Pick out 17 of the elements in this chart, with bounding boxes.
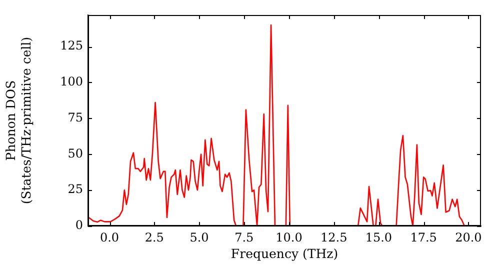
y-tick-label: 100 bbox=[60, 74, 83, 89]
y-tick-label: 75 bbox=[68, 110, 83, 124]
x-tick-label: 17.5 bbox=[410, 230, 437, 244]
y-tick-label: 125 bbox=[60, 38, 83, 53]
x-tick-label: 7.5 bbox=[234, 230, 254, 244]
x-tick-label: 15.0 bbox=[365, 230, 392, 244]
y-tick-label: 25 bbox=[68, 182, 83, 196]
x-tick-label: 5.0 bbox=[190, 230, 209, 244]
x-tick-label: 2.5 bbox=[144, 230, 164, 244]
x-tick-label: 20.0 bbox=[455, 230, 482, 244]
y-tick-label: 0 bbox=[75, 218, 83, 232]
x-axis-title: Frequency (THz) bbox=[230, 246, 338, 261]
x-tick-label: 0.0 bbox=[100, 230, 120, 244]
x-tick-label: 10.0 bbox=[276, 230, 302, 244]
y-tick-label: 50 bbox=[68, 146, 83, 160]
y-axis-title: Phonon DOS (States/THz·primitive cell) bbox=[3, 36, 34, 204]
x-tick-label: 12.5 bbox=[320, 230, 348, 244]
